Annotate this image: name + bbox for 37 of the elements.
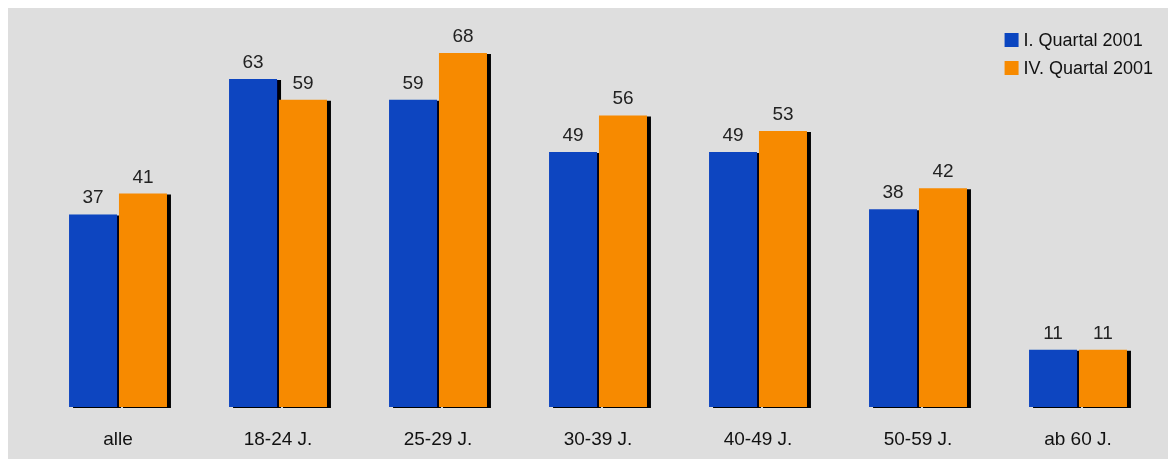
- x-tick-label: alle: [103, 428, 133, 449]
- legend-label: I. Quartal 2001: [1023, 30, 1143, 50]
- bar: [69, 214, 118, 407]
- bar: [1078, 349, 1127, 407]
- bar: [758, 131, 807, 407]
- data-label: 59: [292, 71, 314, 93]
- bar: [118, 193, 167, 407]
- x-tick-label: 25-29 J.: [403, 428, 473, 449]
- bar: [278, 99, 327, 407]
- bar: [549, 151, 598, 407]
- data-label: 53: [772, 103, 794, 125]
- data-label: 63: [242, 51, 264, 73]
- bar: [1029, 349, 1078, 407]
- data-label: 49: [722, 123, 744, 145]
- data-label: 11: [1093, 321, 1113, 343]
- x-tick-label: 40-49 J.: [723, 428, 793, 449]
- bar: [389, 99, 438, 407]
- data-label: 38: [882, 181, 904, 203]
- bar: [869, 209, 918, 407]
- x-tick-label: ab 60 J.: [1044, 428, 1112, 449]
- x-tick-label: 50-59 J.: [883, 428, 953, 449]
- bar: [229, 79, 278, 407]
- data-label: 59: [402, 71, 424, 93]
- data-label: 11: [1043, 321, 1063, 343]
- bar: [918, 188, 967, 407]
- x-tick-label: 30-39 J.: [563, 428, 633, 449]
- data-label: 41: [132, 165, 154, 187]
- legend-label: IV. Quartal 2001: [1023, 58, 1154, 78]
- x-tick-label: 18-24 J.: [243, 428, 313, 449]
- bar: [438, 53, 487, 407]
- data-label: 56: [612, 87, 634, 109]
- data-label: 37: [82, 186, 104, 208]
- bar: [598, 115, 647, 407]
- data-label: 68: [452, 25, 474, 46]
- bar: [709, 151, 758, 407]
- data-label: 42: [932, 160, 954, 182]
- data-label: 49: [562, 123, 584, 145]
